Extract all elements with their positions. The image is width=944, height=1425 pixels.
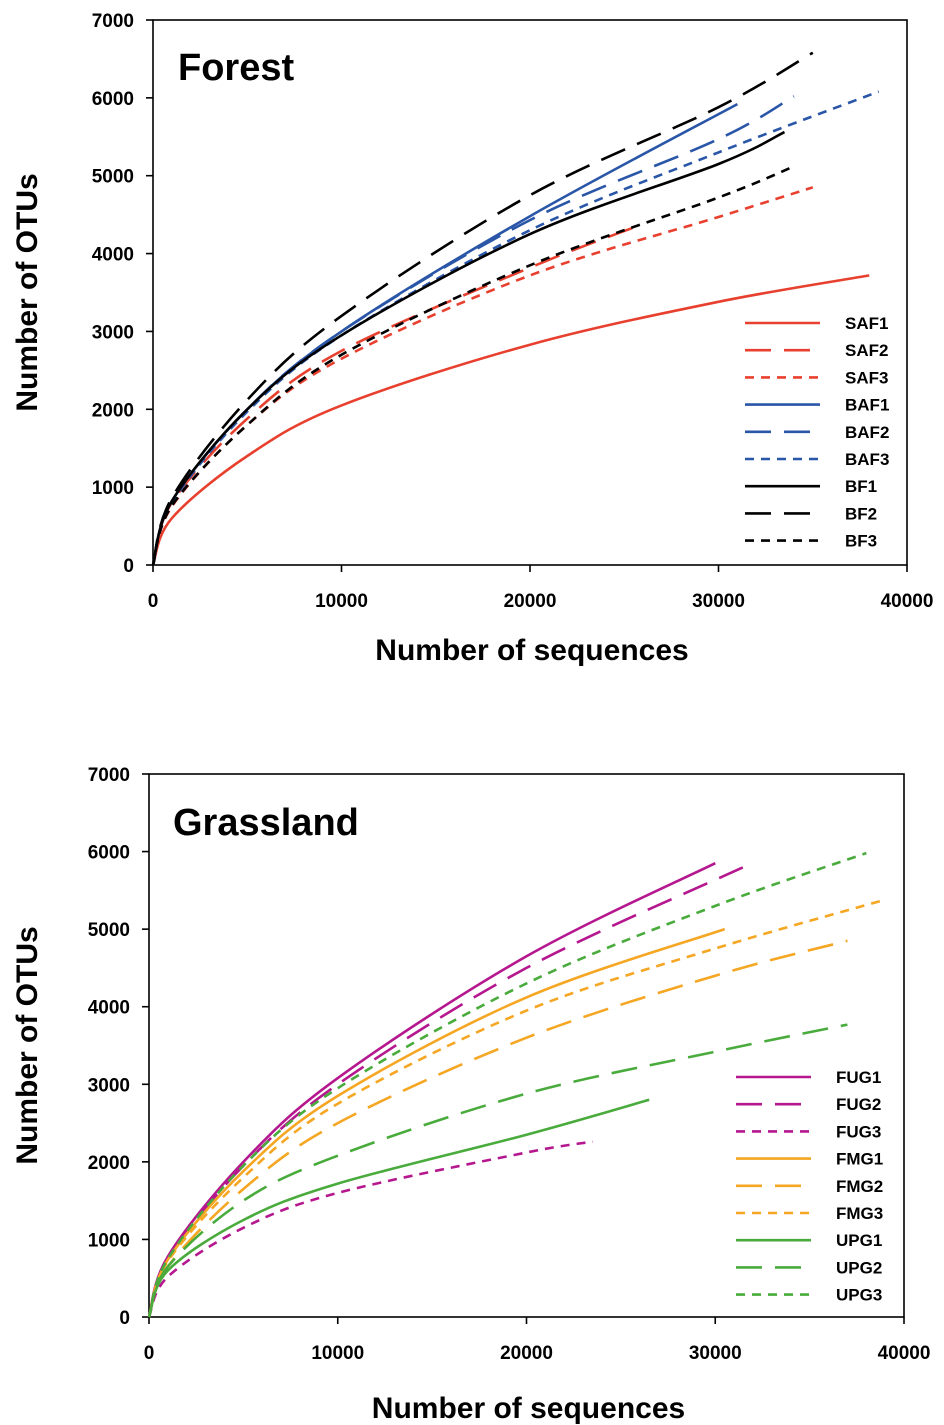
y-tick-label: 5000 (92, 167, 134, 188)
legend-label: FMG3 (836, 1204, 883, 1223)
x-tick-label: 0 (148, 591, 159, 612)
x-axis-label: Number of sequences (372, 1392, 685, 1425)
legend-label: FUG3 (836, 1122, 881, 1141)
x-axis-label: Number of sequences (375, 634, 688, 667)
y-tick-label: 1000 (92, 478, 134, 499)
series-line-bf3 (151, 165, 795, 566)
x-tick-label: 30000 (692, 591, 745, 612)
series-line-fug2 (147, 865, 745, 1318)
x-tick-label: 10000 (315, 591, 368, 612)
legend-label: UPG2 (836, 1258, 882, 1277)
series-line-baf1 (151, 102, 739, 566)
legend-label: FUG2 (836, 1095, 881, 1114)
x-tick-label: 30000 (689, 1343, 742, 1364)
y-axis-label: Number of OTUs (11, 926, 44, 1164)
legend-label: BAF3 (845, 450, 889, 469)
y-tick-label: 7000 (92, 11, 134, 32)
x-tick-label: 20000 (500, 1343, 553, 1364)
panel-title: Grassland (173, 802, 359, 844)
y-tick-label: 0 (119, 1308, 130, 1329)
legend-label: FUG1 (836, 1068, 881, 1087)
y-tick-label: 0 (123, 556, 134, 577)
legend-label: BF2 (845, 504, 877, 523)
series-line-bf2 (151, 51, 814, 566)
x-tick-label: 0 (144, 1343, 155, 1364)
series-line-bf1 (151, 130, 786, 566)
series-line-fmg3 (147, 898, 886, 1318)
legend-label: BF3 (845, 532, 877, 551)
forest-legend: SAF1 SAF2 SAF3 BAF1 BAF2 BAF3 BF1 BF2 BF3 (745, 314, 889, 551)
x-tick-label: 10000 (311, 1343, 364, 1364)
x-tick-label: 40000 (881, 591, 934, 612)
series-line-fmg1 (147, 927, 726, 1318)
legend-label: SAF3 (845, 368, 888, 387)
grassland-plot-frame (148, 773, 905, 1318)
legend-label: SAF1 (845, 314, 888, 333)
series-line-baf2 (151, 95, 795, 566)
series-line-fug1 (147, 862, 716, 1318)
legend-label: UPG1 (836, 1231, 882, 1250)
y-tick-label: 3000 (88, 1075, 130, 1096)
y-tick-label: 5000 (88, 920, 130, 941)
series-line-baf3 (151, 90, 880, 566)
series-line-fug3 (147, 1140, 593, 1318)
y-tick-label: 4000 (92, 245, 134, 266)
legend-label: FMG2 (836, 1177, 883, 1196)
legend-label: BF1 (845, 477, 877, 496)
y-tick-label: 3000 (92, 322, 134, 343)
x-tick-label: 40000 (878, 1343, 931, 1364)
series-line-saf2 (151, 222, 644, 566)
y-axis-label: Number of OTUs (11, 173, 44, 411)
grassland-chart: 0 10000 20000 30000 40000 0 1000 2000 3000 4000 50… (11, 765, 930, 1425)
y-tick-label: 2000 (92, 400, 134, 421)
y-tick-label: 6000 (88, 843, 130, 864)
y-tick-label: 2000 (88, 1153, 130, 1174)
series-line-upg1 (147, 1098, 650, 1318)
series-line-upg2 (147, 1023, 848, 1318)
legend-label: UPG3 (836, 1286, 882, 1305)
x-tick-label: 20000 (504, 591, 557, 612)
forest-chart: 0 10000 20000 30000 40000 0 1000 2000 3000 4000 50… (11, 11, 933, 667)
series-line-upg3 (147, 851, 867, 1318)
series-line-saf1 (151, 274, 870, 566)
grassland-legend: FUG1 FUG2 FUG3 FMG1 FMG2 FMG3 UPG1 UPG2 UPG3 (736, 1068, 883, 1305)
legend-label: BAF2 (845, 423, 889, 442)
y-tick-label: 7000 (88, 765, 130, 786)
forest-plot-frame (152, 19, 908, 566)
legend-label: FMG1 (836, 1150, 883, 1169)
legend-label: BAF1 (845, 396, 889, 415)
legend-label: SAF2 (845, 341, 888, 360)
y-tick-label: 6000 (92, 89, 134, 110)
y-tick-label: 1000 (88, 1230, 130, 1251)
panel-title: Forest (178, 47, 294, 89)
y-tick-label: 4000 (88, 998, 130, 1019)
series-line-fmg2 (147, 939, 848, 1318)
